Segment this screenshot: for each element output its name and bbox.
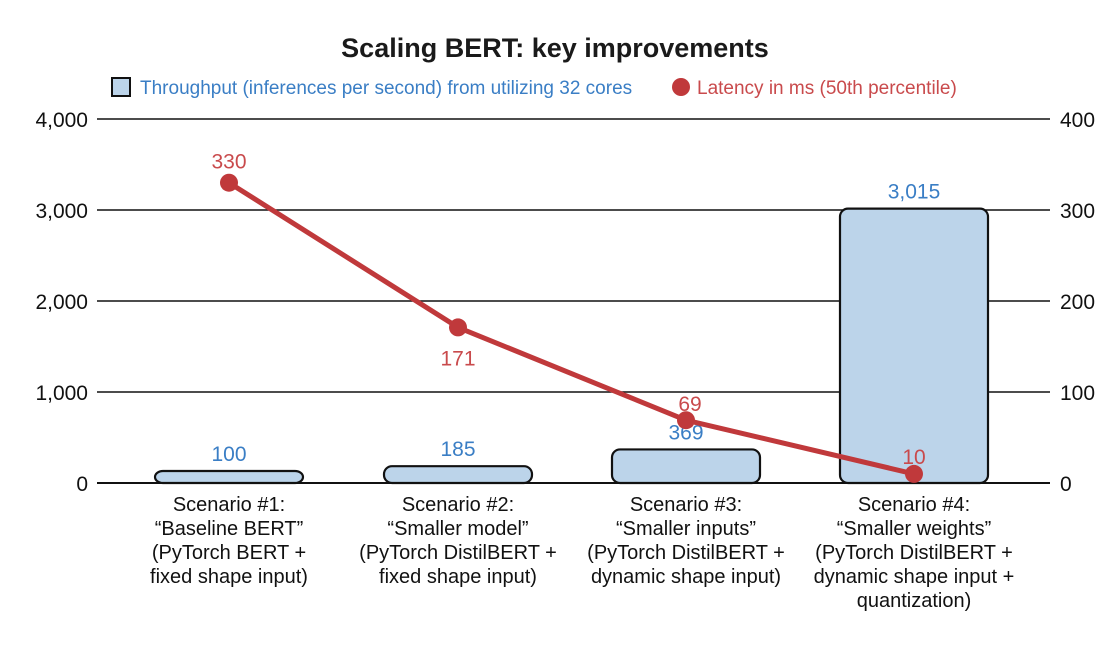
latency-value-label: 330 <box>211 151 246 174</box>
latency-value-label: 69 <box>678 393 701 416</box>
bar-value-label: 3,015 <box>888 181 941 204</box>
x-category-label: (PyTorch DistilBERT + <box>587 542 785 564</box>
legend-swatch-throughput <box>111 77 131 97</box>
bar-value-label: 100 <box>211 443 246 466</box>
bar-value-label: 185 <box>440 438 475 461</box>
x-category-label: Scenario #2: <box>402 494 514 516</box>
y-right-tick-label: 0 <box>1060 473 1072 496</box>
legend-label-latency: Latency in ms (50th percentile) <box>697 78 957 99</box>
y-left-tick-label: 0 <box>76 473 88 496</box>
x-category-label: fixed shape input) <box>379 566 537 588</box>
bar-throughput <box>153 469 305 485</box>
latency-point <box>677 411 695 430</box>
x-category-label: “Smaller weights” <box>837 518 991 540</box>
x-category-label: “Smaller inputs” <box>616 518 756 540</box>
x-category-label: quantization) <box>857 590 972 612</box>
x-category-label: Scenario #1: <box>173 494 285 516</box>
legend-swatch-latency <box>672 78 690 96</box>
chart-title: Scaling BERT: key improvements <box>341 33 769 63</box>
y-left-tick-label: 3,000 <box>35 200 88 223</box>
x-category-label: (PyTorch DistilBERT + <box>359 542 557 564</box>
x-category-label: fixed shape input) <box>150 566 308 588</box>
x-category-label: “Baseline BERT” <box>155 518 304 540</box>
x-category-label: (PyTorch DistilBERT + <box>815 542 1013 564</box>
y-right-tick-label: 400 <box>1060 109 1095 132</box>
y-right-tick-label: 100 <box>1060 382 1095 405</box>
y-left-tick-label: 2,000 <box>35 291 88 314</box>
latency-value-label: 10 <box>902 446 925 469</box>
y-right-tick-label: 200 <box>1060 291 1095 314</box>
bar-throughput <box>610 448 762 485</box>
x-category-label: dynamic shape input + <box>814 566 1015 588</box>
y-left-tick-label: 4,000 <box>35 109 88 132</box>
y-left-tick-label: 1,000 <box>35 382 88 405</box>
x-category-label: Scenario #3: <box>630 494 742 516</box>
x-category-label: “Smaller model” <box>387 518 528 540</box>
latency-point <box>449 318 467 337</box>
legend-label-throughput: Throughput (inferences per second) from … <box>140 78 632 99</box>
x-category-label: Scenario #4: <box>858 494 970 516</box>
latency-value-label: 171 <box>440 347 475 370</box>
bar-value-label: 369 <box>668 421 703 444</box>
latency-point <box>905 464 923 483</box>
latency-point <box>220 173 238 192</box>
y-right-tick-label: 300 <box>1060 200 1095 223</box>
latency-line <box>227 180 915 477</box>
bar-throughput <box>838 207 990 485</box>
bar-throughput <box>382 465 534 485</box>
x-category-label: dynamic shape input) <box>591 566 781 588</box>
x-category-label: (PyTorch BERT + <box>152 542 306 564</box>
